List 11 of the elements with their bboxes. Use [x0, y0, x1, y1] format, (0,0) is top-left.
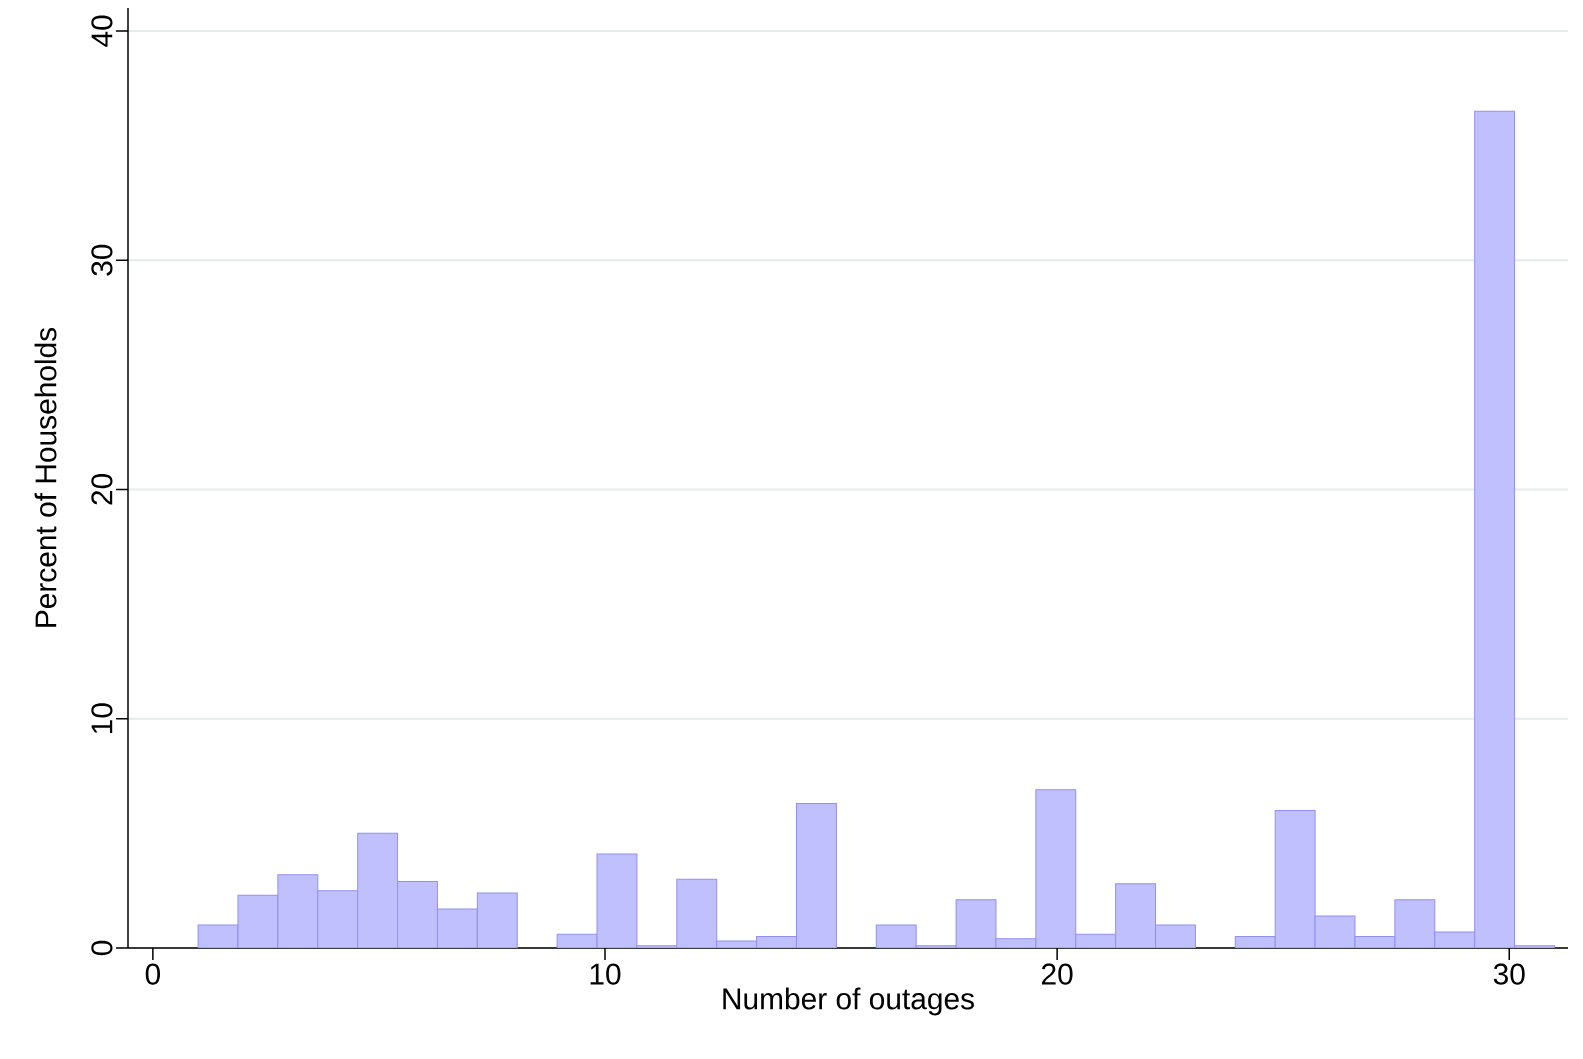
x-axis-title: Number of outages: [723, 987, 974, 1016]
x-tick-label: 0: [145, 963, 161, 985]
y-tick-label: 30: [91, 244, 113, 276]
x-tick-label: 20: [1042, 963, 1073, 985]
y-tick-label: 10: [91, 703, 113, 734]
y-tick-label: 40: [91, 15, 113, 47]
x-tick-label: 10: [590, 963, 621, 985]
y-tick-label: 0: [91, 940, 113, 956]
y-tick-label: 20: [91, 474, 113, 505]
x-tick-label: 30: [1493, 963, 1525, 985]
y-axis-title: Percent of Households: [34, 327, 57, 627]
